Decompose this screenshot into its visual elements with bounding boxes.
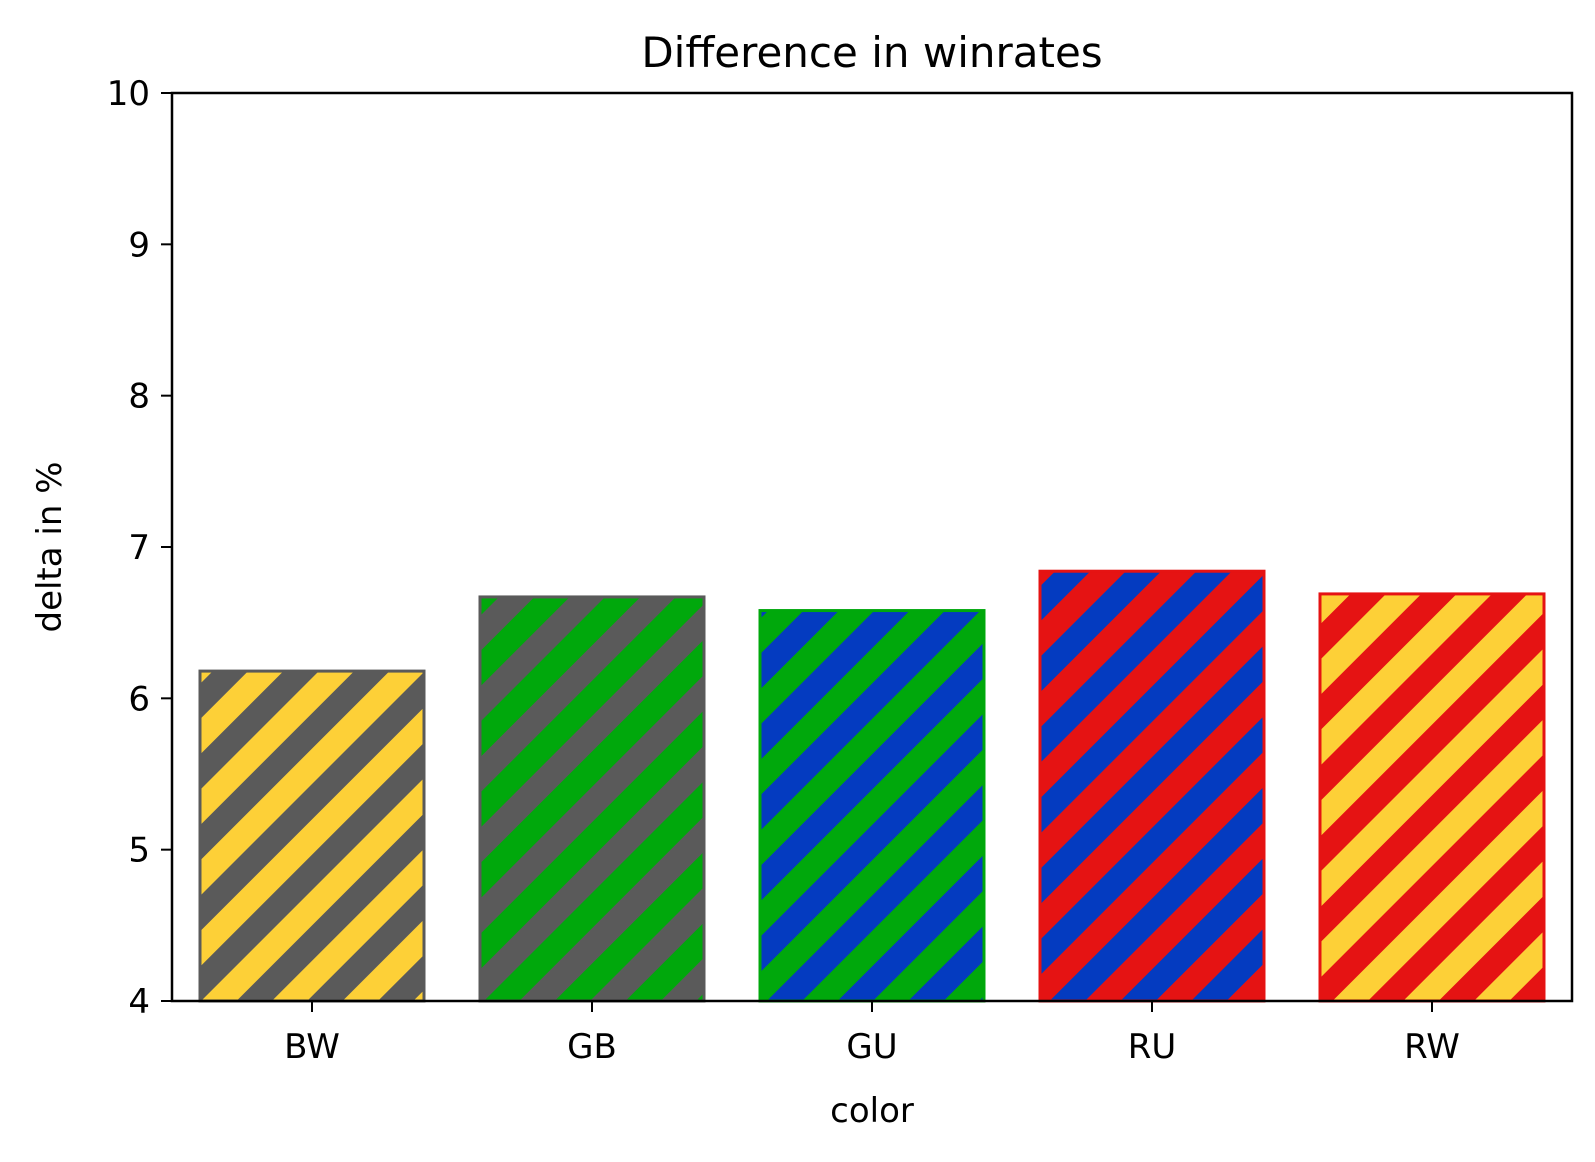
bar-ru [1038, 569, 1266, 1003]
bar-bw [198, 669, 426, 1003]
y-tick-label-9: 9 [128, 225, 150, 265]
y-tick-label-5: 5 [128, 831, 150, 871]
y-axis-label: delta in % [30, 461, 70, 632]
bar-gu [758, 609, 986, 1003]
y-axis-ticks: 4 5 6 7 8 9 10 [107, 74, 172, 1022]
y-tick-label-10: 10 [107, 74, 150, 114]
x-axis-ticks: BW GB GU RU RW [284, 1001, 1460, 1067]
y-tick-label-6: 6 [128, 679, 150, 719]
bars-layer [198, 569, 1546, 1003]
x-axis-label: color [830, 1091, 914, 1131]
x-tick-label-gb: GB [567, 1027, 617, 1067]
x-tick-label-ru: RU [1128, 1027, 1177, 1067]
bar-gb [478, 595, 706, 1003]
x-tick-label-rw: RW [1404, 1027, 1460, 1067]
y-tick-label-4: 4 [128, 982, 150, 1022]
x-tick-label-gu: GU [846, 1027, 897, 1067]
y-tick-label-8: 8 [128, 377, 150, 417]
y-tick-label-7: 7 [128, 528, 150, 568]
chart-title: Difference in winrates [641, 28, 1102, 77]
bar-rw [1318, 592, 1546, 1003]
x-tick-label-bw: BW [284, 1027, 340, 1067]
